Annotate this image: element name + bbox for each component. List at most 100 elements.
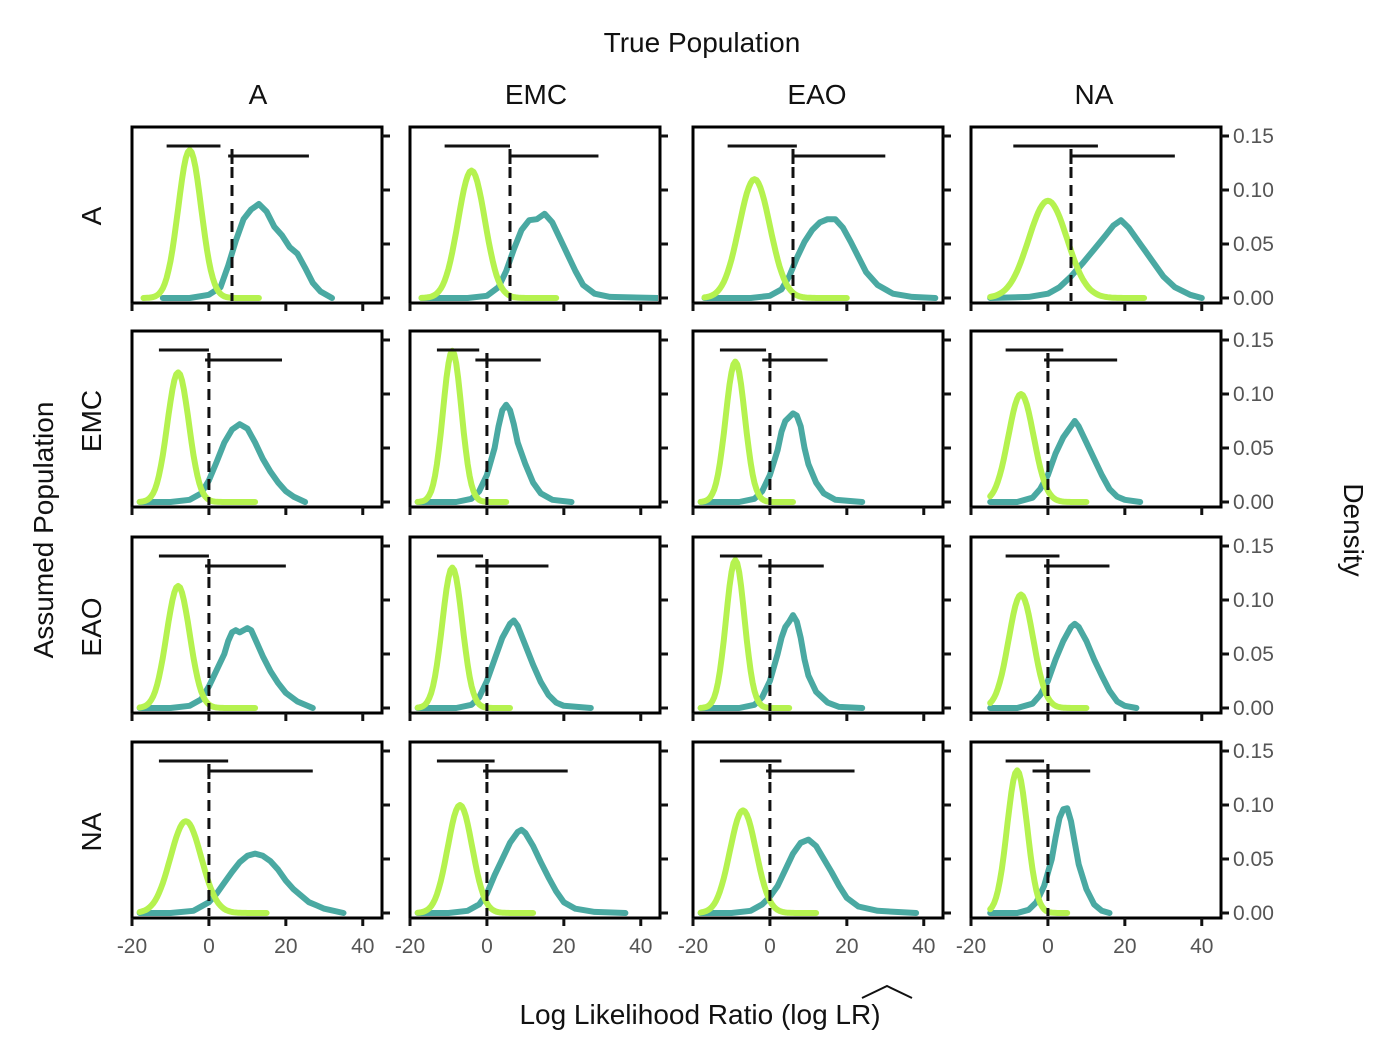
density-curve-series-2: [987, 805, 1113, 916]
density-curve-series-1: [136, 818, 270, 916]
x-tick-label: 40: [629, 935, 652, 958]
column-label-eao: EAO: [787, 79, 846, 110]
panel-frame: [691, 740, 945, 920]
density-curve-series-1: [136, 369, 259, 505]
density-curve-series-1: [697, 557, 793, 711]
density-curve-series-1: [987, 391, 1090, 505]
y-tick-label: 0.15: [1233, 535, 1274, 558]
panel-a-eao: [691, 125, 951, 311]
y-tick-label: 0.10: [1233, 179, 1274, 202]
density-curve-series-1: [701, 176, 850, 301]
panel-grid: [130, 125, 1229, 926]
density-curve-series-2: [987, 620, 1140, 711]
column-labels: A EMC EAO NA: [249, 79, 1114, 110]
density-curve-series-1: [987, 767, 1071, 916]
row-axis-title: Assumed Population: [28, 402, 59, 659]
column-label-na: NA: [1075, 79, 1114, 110]
panel-frame: [969, 740, 1223, 920]
panel-emc-a: [130, 329, 390, 515]
density-curve-series-1: [140, 147, 262, 301]
x-axis-title-prefix: Log Likelihood Ratio (log: [519, 999, 835, 1030]
panel-na-eao: [691, 740, 951, 926]
x-tick-label: 20: [1113, 935, 1136, 958]
x-tick-label: -20: [678, 935, 708, 958]
x-tick-label: 0: [764, 935, 776, 958]
panel-frame: [408, 535, 662, 715]
right-axis-title: Density: [1338, 483, 1369, 576]
density-curve-series-2: [418, 210, 658, 301]
y-tick-label: 0.00: [1233, 902, 1274, 925]
y-tick-label: 0.10: [1233, 589, 1274, 612]
density-curve-series-1: [414, 347, 510, 505]
row-label-emc: EMC: [76, 390, 107, 452]
x-tick-label: -20: [117, 935, 147, 958]
panel-frame: [130, 740, 384, 920]
panel-eao-eao: [691, 535, 951, 721]
panel-eao-a: [130, 535, 390, 721]
x-tick-label: -20: [395, 935, 425, 958]
x-tick-label: 20: [835, 935, 858, 958]
row-label-na: NA: [76, 812, 107, 851]
panel-a-na: [969, 125, 1229, 311]
panel-na-a: [130, 740, 390, 926]
panel-na-na: [969, 740, 1229, 926]
x-axis-title-hat-text: LR: [835, 999, 871, 1030]
column-label-a: A: [249, 79, 268, 110]
y-tick-label: 0.15: [1233, 329, 1274, 352]
x-tick-label: 40: [912, 935, 935, 958]
y-tick-label: 0.00: [1233, 697, 1274, 720]
density-curve-series-1: [987, 197, 1148, 301]
density-curve-series-1: [418, 167, 560, 301]
panel-a-emc: [408, 125, 668, 311]
panel-na-emc: [408, 740, 668, 926]
density-curve-series-1: [136, 583, 259, 711]
density-curve-series-2: [697, 612, 866, 711]
y-tick-label: 0.15: [1233, 740, 1274, 763]
y-axes: 0.00 0.05 0.10 0.15 0.00 0.05 0.10 0.15 0.00 0.05…: [1233, 125, 1274, 925]
x-tick-label: 20: [552, 935, 575, 958]
row-label-eao: EAO: [76, 597, 107, 656]
x-axis-title-hat-mark: [861, 984, 913, 999]
y-tick-label: 0.10: [1233, 794, 1274, 817]
panel-a-a: [130, 125, 390, 311]
x-axis-title-suffix: ): [871, 999, 880, 1030]
panel-emc-na: [969, 329, 1229, 515]
panel-frame: [408, 740, 662, 920]
y-tick-label: 0.00: [1233, 491, 1274, 514]
density-curve-series-2: [697, 836, 920, 916]
row-labels: A EMC EAO NA: [76, 206, 107, 851]
y-tick-label: 0.15: [1233, 125, 1274, 148]
density-curve-series-2: [701, 216, 939, 301]
y-tick-label: 0.05: [1233, 848, 1274, 871]
x-axes: -20 0 20 40 -20 0 20 40 -20 0 20 40 -20 0 20 40: [117, 935, 1214, 958]
y-tick-label: 0.05: [1233, 643, 1274, 666]
density-curve-series-2: [987, 217, 1205, 301]
density-curve-series-1: [414, 564, 513, 711]
density-curve-series-1: [697, 358, 796, 505]
y-tick-label: 0.05: [1233, 437, 1274, 460]
x-tick-label: -20: [956, 935, 986, 958]
panel-emc-eao: [691, 329, 951, 515]
column-label-emc: EMC: [505, 79, 567, 110]
x-tick-label: 20: [274, 935, 297, 958]
density-curve-series-1: [987, 591, 1090, 711]
panel-emc-emc: [408, 329, 668, 515]
panel-frame: [969, 125, 1223, 305]
density-curve-series-1: [697, 807, 820, 916]
density-curve-series-2: [414, 826, 629, 916]
x-axis-title: Log Likelihood Ratio (log LR): [519, 999, 880, 1030]
x-tick-label: 0: [1042, 935, 1054, 958]
x-tick-label: 0: [203, 935, 215, 958]
panel-eao-na: [969, 535, 1229, 721]
x-tick-label: 0: [481, 935, 493, 958]
figure-title: True Population: [604, 27, 801, 58]
x-tick-label: 40: [351, 935, 374, 958]
panel-frame: [691, 125, 945, 305]
row-label-a: A: [76, 206, 107, 225]
y-tick-label: 0.00: [1233, 287, 1274, 310]
y-tick-label: 0.05: [1233, 233, 1274, 256]
panel-eao-emc: [408, 535, 668, 721]
y-tick-label: 0.10: [1233, 383, 1274, 406]
x-tick-label: 40: [1190, 935, 1213, 958]
